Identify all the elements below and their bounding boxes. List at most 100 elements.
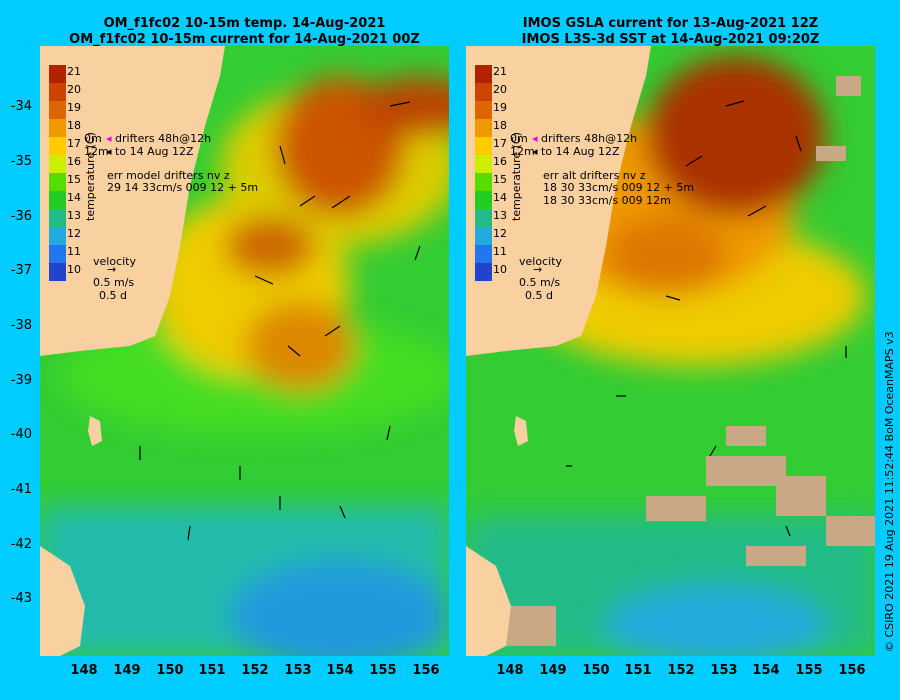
colorbar-segment bbox=[475, 263, 492, 281]
err-line2: 18 30 33cm/s 009 12 + 5m bbox=[543, 181, 695, 194]
current-vectors bbox=[566, 100, 847, 537]
current-vectors bbox=[139, 101, 421, 541]
colorbar-segment bbox=[49, 83, 66, 101]
colorbar-label: 10 bbox=[493, 263, 507, 276]
lon-tick: 150 bbox=[156, 663, 184, 678]
colorbar-segment bbox=[475, 209, 492, 227]
colorbar-label: 20 bbox=[67, 83, 81, 96]
current-vector bbox=[386, 425, 391, 441]
lon-tick: 155 bbox=[369, 663, 397, 678]
arrow-left-icon: ◂ bbox=[532, 145, 538, 158]
cloud-patch bbox=[816, 146, 846, 161]
lat-tick: -39 bbox=[10, 373, 32, 388]
colorbar-segment bbox=[49, 173, 66, 191]
velocity-arrow-icon: → bbox=[533, 263, 543, 276]
colorbar-label: 13 bbox=[493, 209, 507, 222]
err-line3: 18 30 33cm/s 009 12m bbox=[543, 194, 671, 207]
lat-tick: -40 bbox=[10, 427, 32, 442]
colorbar-segment bbox=[49, 137, 66, 155]
lon-tick: 156 bbox=[838, 663, 866, 678]
arrow-left-icon: ◂ bbox=[106, 145, 112, 158]
lat-tick: -41 bbox=[10, 482, 32, 497]
lon-tick: 155 bbox=[795, 663, 823, 678]
legend-drifters: ◂ drifters 48h@12h bbox=[532, 132, 637, 145]
left-colorbar bbox=[49, 65, 66, 281]
right-map-svg bbox=[466, 46, 875, 656]
colorbar-segment bbox=[49, 227, 66, 245]
eddy-core-2 bbox=[225, 216, 315, 276]
colorbar-segment bbox=[475, 65, 492, 83]
colorbar-segment bbox=[49, 209, 66, 227]
tasmania-land bbox=[466, 546, 511, 656]
colorbar-segment bbox=[475, 119, 492, 137]
colorbar-segment bbox=[49, 119, 66, 137]
legend-to: ◂ to 14 Aug 12Z bbox=[106, 145, 194, 158]
lon-tick: 152 bbox=[667, 663, 695, 678]
colorbar-label: 17 bbox=[67, 137, 81, 150]
right-map-panel: 21 20 19 18 17 16 15 14 13 12 11 10 temp… bbox=[466, 46, 875, 656]
cloud-patch bbox=[826, 516, 875, 546]
legend-0m: 0m bbox=[510, 132, 528, 145]
current-vector bbox=[299, 195, 316, 207]
legend-0m: 0m bbox=[84, 132, 102, 145]
lon-tick: 156 bbox=[412, 663, 440, 678]
legend-to-text: to 14 Aug 12Z bbox=[541, 145, 620, 158]
colorbar-label: 11 bbox=[493, 245, 507, 258]
colorbar-label: 13 bbox=[67, 209, 81, 222]
velocity-speed: 0.5 m/s bbox=[519, 276, 561, 289]
right-title: IMOS GSLA current for 13-Aug-2021 12Z IM… bbox=[466, 16, 875, 48]
current-vector bbox=[685, 155, 703, 167]
legend-12m: 12m bbox=[84, 145, 109, 158]
lon-tick: 148 bbox=[70, 663, 98, 678]
legend-drifters: ◂ drifters 48h@12h bbox=[106, 132, 211, 145]
colorbar-segment bbox=[475, 137, 492, 155]
cloud-patch bbox=[746, 546, 806, 566]
colorbar-label: 18 bbox=[493, 119, 507, 132]
flinders-island bbox=[88, 416, 102, 446]
colorbar-segment bbox=[475, 227, 492, 245]
cloud-patches bbox=[506, 76, 875, 646]
velocity-speed: 0.5 m/s bbox=[93, 276, 135, 289]
lat-tick: -34 bbox=[10, 99, 32, 114]
current-vector bbox=[414, 245, 421, 261]
cloud-patch bbox=[776, 476, 826, 516]
current-vector bbox=[324, 325, 341, 337]
current-vector bbox=[389, 101, 411, 107]
colorbar-segment bbox=[475, 83, 492, 101]
colorbar-segment bbox=[475, 155, 492, 173]
colorbar-label: 15 bbox=[67, 173, 81, 186]
lat-tick: -36 bbox=[10, 209, 32, 224]
tasmania-land bbox=[40, 546, 85, 656]
legend-12m: 12m bbox=[510, 145, 535, 158]
right-colorbar bbox=[475, 65, 492, 281]
left-title-line1: OM_f1fc02 10-15m temp. 14-Aug-2021 bbox=[103, 16, 386, 31]
legend-to-text: to 14 Aug 12Z bbox=[115, 145, 194, 158]
current-vector bbox=[785, 525, 791, 537]
eddy-ne bbox=[360, 76, 449, 136]
current-vector bbox=[331, 195, 351, 209]
colorbar-segment bbox=[475, 173, 492, 191]
velocity-label: velocity bbox=[519, 255, 562, 268]
colorbar-segment bbox=[49, 101, 66, 119]
colorbar-label: 11 bbox=[67, 245, 81, 258]
colorbar-label: 16 bbox=[67, 155, 81, 168]
colorbar-label: 17 bbox=[493, 137, 507, 150]
legend-to: ◂ to 14 Aug 12Z bbox=[532, 145, 620, 158]
lon-tick: 154 bbox=[326, 663, 354, 678]
legend-drifters-text: drifters 48h@12h bbox=[541, 132, 638, 145]
lat-tick: -43 bbox=[10, 591, 32, 606]
current-vector bbox=[339, 505, 346, 519]
eddy-ring bbox=[606, 216, 726, 296]
colorbar-segment bbox=[475, 191, 492, 209]
colorbar-label: 15 bbox=[493, 173, 507, 186]
colorbar-label: 21 bbox=[493, 65, 507, 78]
lat-tick: -35 bbox=[10, 154, 32, 169]
cloud-patch bbox=[646, 496, 706, 521]
current-vector bbox=[795, 135, 802, 152]
current-vector bbox=[287, 345, 301, 357]
velocity-time: 0.5 d bbox=[525, 289, 553, 302]
err-line2: 29 14 33cm/s 009 12 + 5m bbox=[107, 181, 259, 194]
left-title-line2: OM_f1fc02 10-15m current for 14-Aug-2021… bbox=[69, 32, 420, 47]
left-map-svg bbox=[40, 46, 449, 656]
colorbar-label: 18 bbox=[67, 119, 81, 132]
